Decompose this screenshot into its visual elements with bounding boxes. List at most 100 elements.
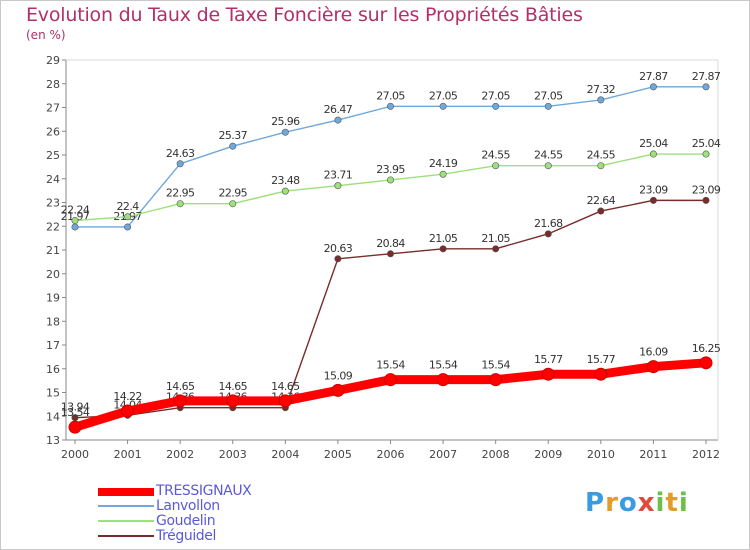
data-point-1 [439,102,447,110]
data-point-0 [489,373,503,387]
x-tick-label: 2008 [482,448,510,461]
data-label-2: 23.95 [376,163,405,176]
y-tick-label: 13 [46,434,60,447]
data-label-0: 13.54 [61,406,90,419]
legend-swatch-goudelin [98,520,154,522]
data-label-2: 24.55 [587,149,616,162]
legend-label-treguidel: Tréguidel [156,528,216,544]
y-tick-label: 16 [46,363,60,376]
data-label-2: 24.55 [534,149,563,162]
data-point-3 [439,245,447,253]
data-point-0 [226,394,240,408]
data-label-2: 22.4 [117,200,140,213]
data-label-1: 27.05 [534,89,563,102]
x-tick-label: 2004 [271,448,299,461]
data-label-3: 22.64 [587,194,616,207]
data-point-0 [541,367,555,381]
data-point-1 [492,102,500,110]
data-label-0: 14.65 [219,380,248,393]
data-point-2 [492,162,500,170]
data-label-1: 27.05 [429,89,458,102]
data-label-3: 20.84 [376,237,405,250]
data-point-2 [649,150,657,158]
data-label-0: 15.09 [324,369,353,382]
x-tick-label: 2012 [692,448,720,461]
data-point-2 [439,170,447,178]
data-point-1 [229,142,237,150]
x-tick-label: 2003 [219,448,247,461]
data-point-3 [492,245,500,253]
data-point-0 [384,373,397,387]
data-point-1 [71,223,79,231]
y-tick-label: 27 [46,102,60,115]
data-point-0 [121,404,135,418]
data-point-1 [334,116,342,124]
x-tick-label: 2011 [639,448,667,461]
data-label-1: 27.05 [481,89,510,102]
data-label-0: 14.65 [166,380,195,393]
data-label-0: 15.54 [429,359,458,372]
data-label-3: 13.94 [61,401,90,414]
data-label-1: 27.87 [692,70,721,83]
data-point-1 [124,223,132,231]
data-label-0: 14.65 [271,380,300,393]
data-point-3 [702,196,710,204]
data-label-1: 27.87 [639,70,668,83]
x-tick-label: 2005 [324,448,352,461]
data-label-3: 21.05 [481,232,510,245]
y-tick-label: 18 [46,315,60,328]
legend-label-lanvollon: Lanvollon [156,498,220,514]
data-point-2 [176,200,184,208]
data-label-0: 14.22 [113,390,142,403]
data-label-1: 27.32 [587,83,616,96]
data-point-0 [594,367,608,381]
data-label-0: 16.25 [692,342,721,355]
data-point-2 [124,213,132,221]
data-point-0 [173,394,187,408]
y-tick-label: 20 [46,268,60,281]
data-label-0: 15.54 [481,359,510,372]
y-tick-label: 15 [46,387,60,400]
data-label-2: 25.04 [692,137,721,150]
data-point-1 [649,83,657,91]
data-label-0: 15.77 [587,353,616,366]
data-point-1 [281,128,289,136]
legend-label-tressignaux: TRESSIGNAUX [156,483,252,499]
data-label-2: 22.95 [166,187,195,200]
data-point-3 [597,207,605,215]
data-point-2 [229,200,237,208]
data-label-1: 26.47 [324,103,353,116]
data-label-1: 24.63 [166,147,195,160]
data-point-0 [699,356,713,370]
data-point-2 [386,176,394,184]
data-point-2 [544,162,552,170]
data-label-0: 16.09 [639,346,668,359]
y-tick-label: 25 [46,149,60,162]
y-tick-label: 21 [46,244,60,257]
x-tick-label: 2001 [114,448,142,461]
y-tick-label: 29 [46,54,60,67]
legend-swatch-tressignaux [98,488,154,496]
x-tick-label: 2009 [534,448,562,461]
data-point-0 [68,420,82,434]
data-point-0 [278,394,292,408]
data-label-3: 23.09 [639,183,668,196]
data-point-1 [176,160,184,168]
y-tick-label: 23 [46,197,60,210]
legend-label-goudelin: Goudelin [156,513,216,529]
data-point-2 [334,182,342,190]
data-point-1 [386,102,394,110]
y-tick-label: 26 [46,125,60,138]
x-tick-label: 2002 [166,448,194,461]
data-label-2: 24.19 [429,157,458,170]
data-point-3 [334,255,342,263]
data-label-2: 23.48 [271,174,300,187]
proxiti-logo: Proxiti [585,488,689,518]
data-point-3 [544,230,552,238]
data-label-2: 22.24 [61,204,90,217]
data-point-0 [646,360,660,374]
x-tick-label: 2007 [429,448,457,461]
data-point-2 [71,217,79,225]
data-label-3: 21.68 [534,217,563,230]
